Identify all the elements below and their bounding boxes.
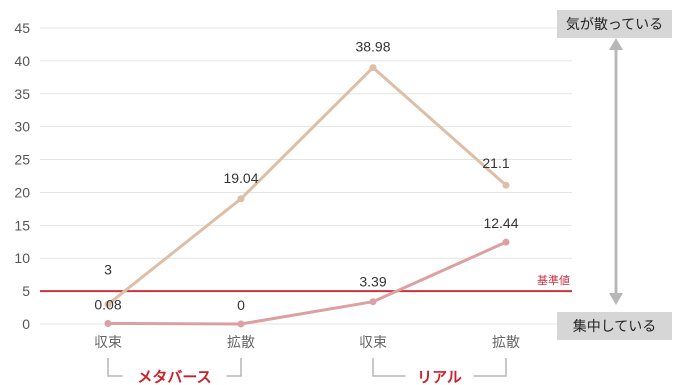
data-label: 3.39 [359, 274, 386, 290]
y-tick-label: 30 [14, 119, 30, 135]
series-group: 3 19.04 38.98 21.1 0.08 0 3.39 12.44 [94, 39, 519, 328]
group-label: メタバース [137, 368, 211, 385]
y-tick-label: 45 [14, 20, 30, 36]
data-label: 12.44 [483, 215, 518, 231]
data-label: 0.08 [94, 296, 121, 312]
gridlines [40, 27, 572, 325]
annotation-top-box [557, 10, 672, 38]
annotation-top-text: 気が散っている [566, 17, 663, 33]
data-point [369, 298, 377, 306]
data-point [237, 195, 245, 203]
group-brackets: メタバース リアル [107, 358, 507, 385]
data-point [104, 300, 112, 308]
y-tick-label: 10 [14, 250, 30, 266]
y-tick-label: 15 [14, 217, 30, 233]
group-bracket [372, 358, 507, 377]
group-bracket [107, 358, 242, 377]
category-label: 拡散 [492, 335, 520, 351]
annotation-bottom-text: 集中している [573, 318, 657, 335]
category-labels: 収束 拡散 収束 拡散 [94, 335, 520, 351]
data-label: 19.04 [223, 170, 258, 186]
y-tick-label: 20 [14, 184, 30, 200]
data-label: 21.1 [482, 155, 509, 171]
series-line-2 [107, 240, 507, 326]
category-label: 収束 [359, 335, 387, 351]
y-tick-label: 40 [14, 53, 30, 69]
data-point [502, 181, 510, 189]
reference-line-label: 基準値 [537, 273, 570, 287]
group-label: リアル [417, 368, 462, 385]
reference-line-group: 基準値 [40, 273, 572, 293]
data-point [369, 64, 377, 72]
category-label: 拡散 [227, 335, 255, 351]
data-label: 0 [237, 297, 245, 313]
data-point [237, 320, 245, 328]
arrow-down-icon [609, 293, 623, 305]
annotation-bottom: 集中している [557, 312, 672, 340]
category-label: 収束 [94, 335, 122, 351]
y-tick-label: 5 [22, 283, 30, 299]
y-tick-label: 35 [14, 86, 30, 102]
arrow-up-icon [609, 38, 623, 50]
series-line-1 [107, 66, 507, 306]
data-label: 38.98 [355, 39, 390, 55]
data-point [104, 319, 112, 327]
annotation-bottom-box [557, 312, 672, 340]
y-tick-label: 0 [22, 316, 30, 332]
data-label: 3 [104, 261, 112, 277]
y-axis-ticks: 0 5 10 15 20 25 30 35 40 45 [14, 20, 30, 332]
y-tick-label: 25 [14, 152, 30, 168]
annotation-top: 気が散っている [557, 10, 672, 38]
data-point [502, 238, 510, 246]
